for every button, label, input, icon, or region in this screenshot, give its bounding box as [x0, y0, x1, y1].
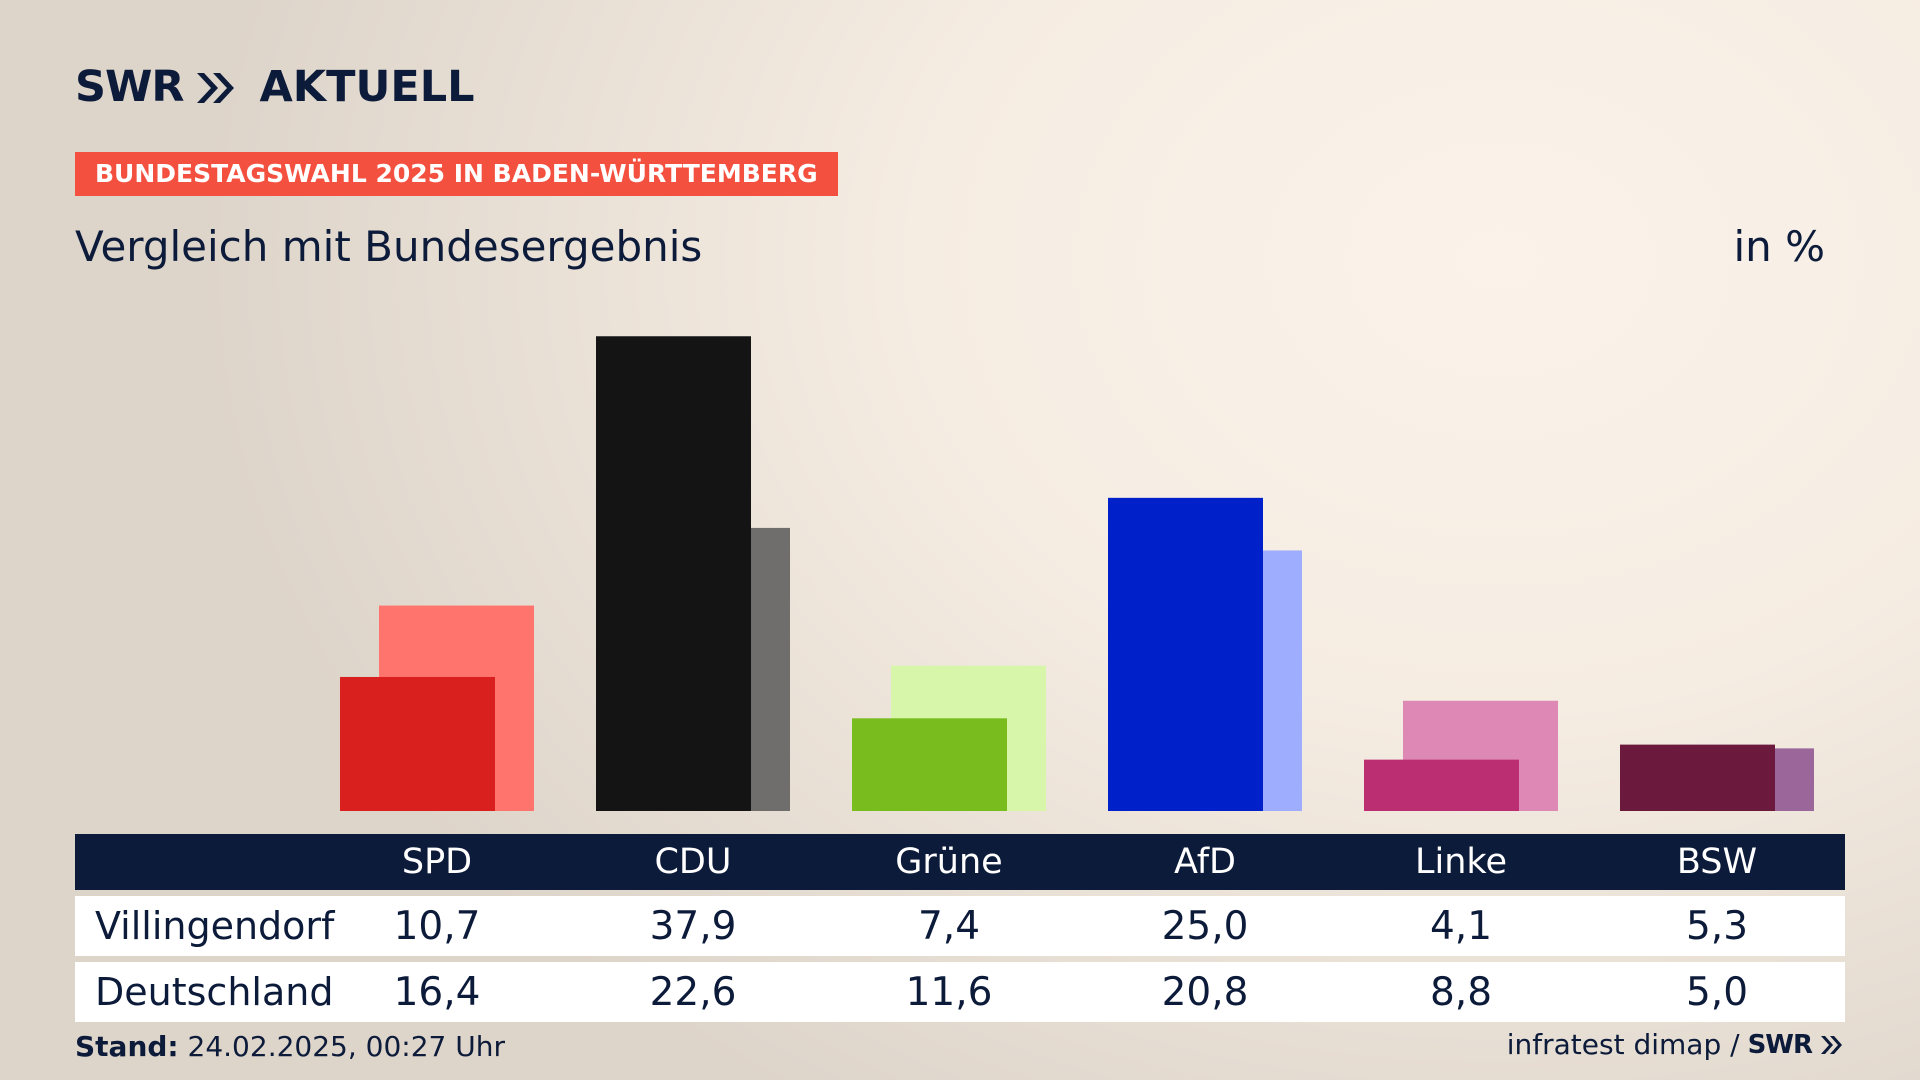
stand-label: Stand: — [75, 1030, 179, 1063]
bar-villingendorf-grüne — [852, 718, 1007, 811]
table-row: Villingendorf 10,7 37,9 7,4 25,0 4,1 5,3 — [75, 896, 1845, 956]
value-cell: 25,0 — [1161, 903, 1249, 949]
row-label: Deutschland — [95, 970, 334, 1014]
double-chevron-icon — [1821, 1035, 1842, 1054]
bar-villingendorf-cdu — [596, 336, 751, 811]
value-cell: 8,8 — [1429, 969, 1493, 1015]
row-label: Villingendorf — [95, 904, 335, 948]
chart-subtitle: Vergleich mit Bundesergebnis — [75, 222, 703, 271]
double-chevron-icon — [196, 72, 234, 103]
value-cell: 4,1 — [1429, 903, 1493, 949]
party-header: Grüne — [895, 842, 1003, 882]
timestamp: Stand: 24.02.2025, 00:27 Uhr — [75, 1030, 505, 1063]
source-text: infratest dimap / — [1506, 1028, 1740, 1061]
stand-value: 24.02.2025, 00:27 Uhr — [187, 1030, 505, 1063]
value-cell: 22,6 — [649, 969, 737, 1015]
value-cell: 16,4 — [393, 969, 481, 1015]
logo-aktuell-text: AKTUELL — [259, 62, 475, 112]
bar-villingendorf-linke — [1364, 759, 1519, 811]
results-table: SPD CDU Grüne AfD Linke BSW Villingendor… — [75, 834, 1845, 1022]
party-header: BSW — [1676, 842, 1758, 882]
bar-chart — [340, 336, 1814, 811]
table-header: SPD CDU Grüne AfD Linke BSW — [75, 834, 1845, 890]
value-cell: 37,9 — [649, 903, 737, 949]
table-row: Deutschland 16,4 22,6 11,6 20,8 8,8 5,0 — [75, 962, 1845, 1022]
source-credit: infratest dimap / SWR — [1507, 1028, 1844, 1061]
swr-aktuell-logo: SWR AKTUELL — [75, 66, 475, 109]
value-cell: 11,6 — [905, 969, 993, 1015]
value-cell: 7,4 — [917, 903, 981, 949]
bar-villingendorf-afd — [1108, 497, 1263, 811]
party-header: CDU — [654, 842, 732, 882]
unit-label: in % — [1733, 222, 1825, 271]
election-tag: BUNDESTAGSWAHL 2025 IN BADEN-WÜRTTEMBERG — [75, 152, 838, 196]
source-brand: SWR — [1747, 1029, 1813, 1060]
party-header: Linke — [1415, 842, 1507, 882]
value-cell: 20,8 — [1161, 969, 1249, 1015]
bar-villingendorf-spd — [340, 676, 495, 811]
value-cell: 5,0 — [1685, 969, 1749, 1015]
value-cell: 10,7 — [393, 903, 481, 949]
logo-swr-text: SWR — [75, 62, 185, 112]
party-header: SPD — [401, 842, 473, 882]
value-cell: 5,3 — [1685, 903, 1749, 949]
bar-villingendorf-bsw — [1620, 744, 1775, 811]
party-header: AfD — [1174, 842, 1236, 882]
